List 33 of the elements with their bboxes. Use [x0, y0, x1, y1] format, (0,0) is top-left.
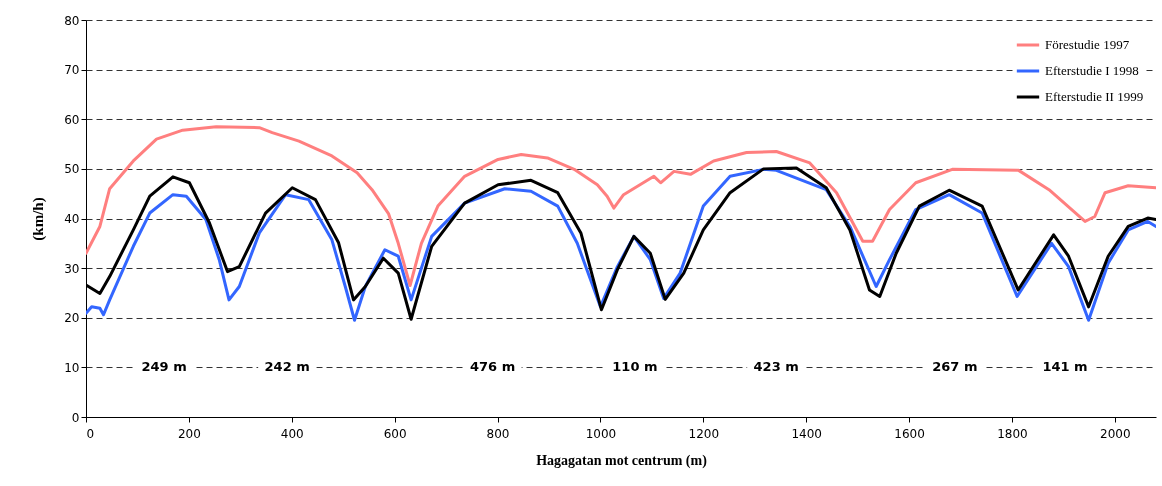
annotation: 249 m — [141, 359, 187, 375]
annotation: 242 m — [264, 359, 310, 375]
x-tick-label: 1000 — [585, 426, 617, 441]
y-axis-title: (km/h) — [30, 197, 48, 241]
annotation: 110 m — [612, 359, 658, 375]
x-tick-label: 400 — [280, 426, 304, 441]
y-tick-label: 50 — [64, 162, 80, 177]
x-axis-title: Hagagatan mot centrum (m) — [536, 452, 708, 469]
y-tick-label: 70 — [64, 63, 80, 78]
line-series — [86, 125, 1156, 287]
x-tick-label: 1800 — [997, 426, 1028, 441]
y-tick-label: 0 — [71, 410, 80, 425]
annotation: 423 m — [753, 359, 799, 375]
x-tick-label: 0 — [86, 426, 95, 441]
x-tick-label: 200 — [177, 426, 201, 441]
x-tick-label: 600 — [383, 426, 407, 441]
annotation: 141 m — [1042, 359, 1088, 375]
x-tick-label: 2000 — [1100, 426, 1131, 441]
legend-label: Efterstudie I 1998 — [1045, 63, 1139, 78]
y-tick-label: 40 — [64, 212, 80, 226]
y-tick-label: 10 — [64, 360, 80, 375]
legend-label: Efterstudie II 1999 — [1045, 89, 1144, 104]
x-tick-label: 800 — [486, 426, 510, 441]
y-tick-label: 20 — [64, 311, 80, 326]
annotation: 476 m — [469, 359, 516, 375]
x-tick-label: 1600 — [894, 426, 925, 441]
x-tick-label: 1400 — [791, 426, 822, 441]
legend-label: Förestudie 1997 — [1045, 37, 1130, 52]
y-tick-label: 30 — [64, 261, 80, 276]
x-tick-label: 1200 — [688, 426, 720, 441]
y-tick-label: 60 — [64, 112, 80, 127]
annotation: 267 m — [932, 359, 978, 375]
y-tick-label: 80 — [64, 13, 80, 28]
